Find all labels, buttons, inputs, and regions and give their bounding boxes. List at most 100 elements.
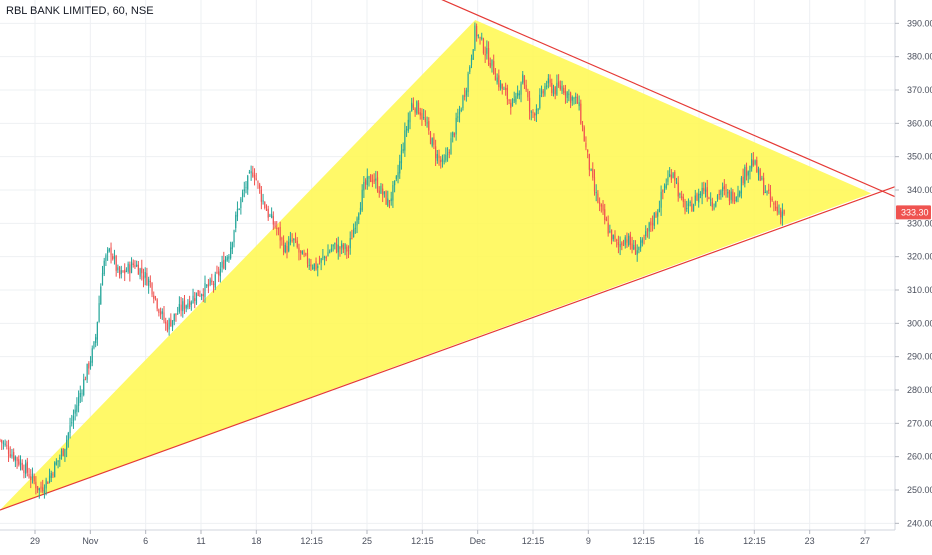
candle[interactable]	[385, 190, 387, 206]
candle[interactable]	[532, 109, 534, 118]
candle[interactable]	[93, 341, 95, 350]
candle[interactable]	[146, 267, 148, 286]
candle[interactable]	[575, 92, 577, 105]
candle[interactable]	[428, 117, 430, 135]
candle[interactable]	[399, 154, 401, 179]
candle[interactable]	[127, 261, 129, 274]
candle[interactable]	[718, 189, 720, 200]
candle[interactable]	[452, 131, 454, 143]
candle[interactable]	[476, 23, 478, 42]
candle[interactable]	[704, 182, 707, 198]
candle[interactable]	[89, 356, 92, 370]
candle[interactable]	[561, 80, 563, 95]
candle[interactable]	[691, 196, 693, 212]
candle[interactable]	[171, 320, 174, 332]
candle[interactable]	[412, 97, 415, 110]
candle[interactable]	[708, 196, 710, 200]
candle[interactable]	[612, 234, 614, 242]
candle[interactable]	[190, 300, 192, 311]
candle[interactable]	[588, 153, 590, 177]
candle[interactable]	[170, 313, 172, 327]
candle[interactable]	[223, 251, 225, 270]
candle[interactable]	[515, 92, 517, 105]
candle[interactable]	[474, 22, 476, 51]
candle[interactable]	[739, 190, 741, 198]
candle[interactable]	[696, 192, 698, 201]
candle[interactable]	[45, 477, 47, 496]
candle[interactable]	[33, 473, 35, 485]
candle[interactable]	[469, 65, 471, 75]
candle[interactable]	[433, 133, 435, 150]
candle[interactable]	[315, 257, 317, 271]
candle[interactable]	[457, 108, 459, 123]
candle[interactable]	[271, 207, 273, 219]
candle[interactable]	[669, 167, 671, 178]
candle[interactable]	[83, 373, 85, 397]
candle[interactable]	[600, 203, 602, 213]
candle[interactable]	[539, 88, 541, 110]
candle[interactable]	[665, 178, 667, 190]
candle[interactable]	[235, 211, 237, 233]
candle[interactable]	[569, 91, 572, 109]
candle[interactable]	[187, 299, 189, 310]
candle[interactable]	[540, 85, 543, 98]
candle[interactable]	[409, 110, 411, 130]
candle[interactable]	[458, 105, 461, 123]
candle[interactable]	[537, 107, 539, 115]
candle[interactable]	[595, 184, 597, 202]
candle[interactable]	[508, 98, 510, 105]
candle[interactable]	[604, 203, 606, 225]
candle[interactable]	[7, 439, 10, 462]
candle[interactable]	[57, 460, 59, 469]
candle[interactable]	[634, 240, 637, 255]
candle[interactable]	[460, 107, 462, 113]
candle[interactable]	[419, 107, 421, 120]
candle[interactable]	[646, 227, 649, 238]
candle[interactable]	[21, 459, 23, 471]
candle[interactable]	[320, 257, 322, 271]
candle[interactable]	[720, 189, 722, 200]
candle[interactable]	[530, 110, 532, 121]
candle[interactable]	[554, 85, 556, 100]
candle[interactable]	[407, 112, 409, 133]
candle[interactable]	[81, 389, 83, 402]
candle[interactable]	[491, 59, 493, 73]
candle[interactable]	[243, 181, 245, 198]
candle[interactable]	[431, 137, 433, 148]
candle[interactable]	[754, 159, 756, 166]
candle[interactable]	[689, 200, 691, 207]
candle[interactable]	[301, 250, 303, 255]
candle[interactable]	[622, 239, 625, 247]
candle[interactable]	[253, 168, 256, 186]
candle[interactable]	[11, 448, 13, 459]
candle[interactable]	[438, 149, 440, 166]
candle[interactable]	[108, 247, 110, 253]
candle[interactable]	[552, 84, 555, 97]
candle[interactable]	[260, 186, 262, 210]
candle[interactable]	[35, 476, 37, 495]
candle[interactable]	[47, 481, 49, 485]
candle[interactable]	[219, 262, 221, 283]
candle[interactable]	[115, 254, 117, 277]
candle[interactable]	[518, 90, 520, 100]
candle[interactable]	[423, 108, 425, 120]
candle[interactable]	[522, 71, 524, 85]
candle[interactable]	[305, 252, 307, 257]
candle[interactable]	[380, 183, 382, 195]
candle[interactable]	[117, 264, 119, 274]
candle[interactable]	[759, 167, 761, 182]
candle[interactable]	[440, 156, 442, 169]
candle[interactable]	[544, 83, 546, 97]
candle[interactable]	[761, 175, 763, 181]
candle[interactable]	[252, 165, 254, 178]
candle[interactable]	[279, 221, 281, 249]
candle[interactable]	[96, 321, 98, 346]
candle[interactable]	[291, 233, 293, 243]
candle[interactable]	[607, 215, 609, 237]
candle[interactable]	[494, 68, 497, 81]
candle[interactable]	[679, 192, 681, 199]
candle[interactable]	[404, 122, 406, 157]
candle[interactable]	[503, 86, 505, 90]
candle[interactable]	[335, 238, 338, 254]
